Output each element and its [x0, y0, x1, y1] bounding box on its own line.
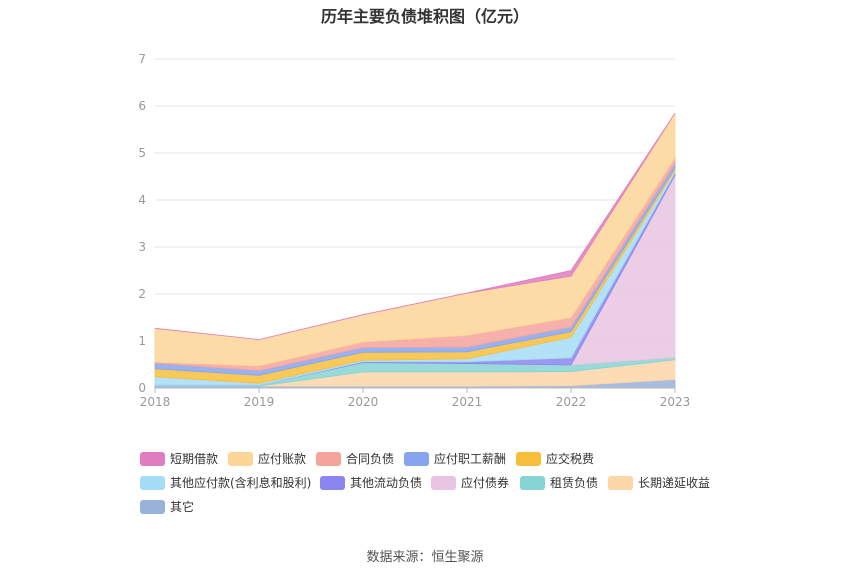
- legend-item[interactable]: 其他应付款(含利息和股利): [140, 474, 311, 491]
- legend-item[interactable]: 应付职工薪酬: [404, 450, 506, 467]
- legend-item[interactable]: 应付债券: [431, 474, 509, 491]
- x-tick-label: 2018: [140, 395, 171, 409]
- y-tick-label: 3: [138, 240, 146, 254]
- x-tick-label: 2023: [660, 395, 691, 409]
- legend-item[interactable]: 租赁负债: [520, 474, 598, 491]
- x-tick-label: 2019: [244, 395, 275, 409]
- y-tick-label: 0: [138, 381, 146, 395]
- stacked-area-chart: 0 1 2 3 4 5 6 7 2018 2019 2020 2021 2022 2023: [138, 52, 690, 409]
- legend-item[interactable]: 合同负债: [316, 450, 394, 467]
- legend-swatch: [520, 475, 545, 490]
- legend-label: 应付职工薪酬: [434, 452, 507, 466]
- legend-swatch: [431, 475, 456, 490]
- legend-swatch: [140, 475, 165, 490]
- data-source-note: 数据来源：恒生聚源: [366, 550, 484, 565]
- legend-item[interactable]: 短期借款: [140, 450, 218, 467]
- y-tick-label: 5: [138, 146, 146, 160]
- legend-label: 其它: [170, 500, 195, 514]
- legend-swatch: [140, 499, 165, 514]
- area-series: [154, 111, 676, 389]
- y-tick-label: 7: [138, 52, 146, 66]
- legend-label: 其他应付款(含利息和股利): [170, 476, 312, 490]
- y-tick-label: 2: [138, 287, 146, 301]
- legend-item[interactable]: 长期递延收益: [608, 474, 710, 491]
- legend-swatch: [228, 451, 253, 466]
- legend-swatch: [608, 475, 633, 490]
- x-tick-label: 2021: [452, 395, 483, 409]
- legend-label: 合同负债: [346, 452, 395, 466]
- y-tick-label: 6: [138, 99, 146, 113]
- legend-label: 应交税费: [546, 452, 595, 466]
- y-tick-label: 4: [138, 193, 146, 207]
- legend-item[interactable]: 其他流动负债: [320, 474, 422, 491]
- x-tick-label: 2022: [556, 395, 587, 409]
- legend-label: 租赁负债: [550, 476, 599, 490]
- legend-swatch: [140, 451, 165, 466]
- axes: 0 1 2 3 4 5 6 7 2018 2019 2020 2021 2022 2023: [138, 52, 690, 409]
- y-tick-label: 1: [138, 334, 146, 348]
- area-series-0: [154, 112, 676, 340]
- legend-item[interactable]: 应交税费: [516, 450, 594, 467]
- legend-item[interactable]: 其它: [140, 498, 194, 515]
- chart-title: 历年主要负债堆积图（亿元）: [320, 7, 529, 26]
- legend-label: 应付债券: [461, 476, 510, 490]
- legend-swatch: [316, 451, 341, 466]
- legend-label: 应付账款: [258, 452, 307, 466]
- legend-item[interactable]: 应付账款: [228, 450, 306, 467]
- legend-label: 短期借款: [170, 452, 219, 466]
- legend-swatch: [320, 475, 345, 490]
- x-tick-label: 2020: [348, 395, 379, 409]
- legend-label: 长期递延收益: [638, 476, 711, 490]
- legend-label: 其他流动负债: [350, 476, 423, 490]
- legend-swatch: [516, 451, 541, 466]
- legend-swatch: [404, 451, 429, 466]
